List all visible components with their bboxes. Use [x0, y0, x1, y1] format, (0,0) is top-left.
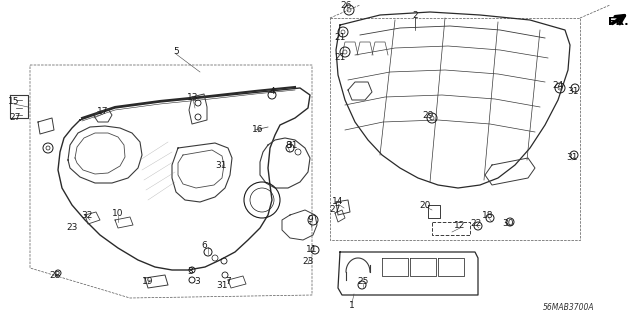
Text: 24: 24	[552, 80, 564, 90]
Text: 15: 15	[8, 98, 20, 107]
Text: 13: 13	[188, 93, 199, 101]
Text: 11: 11	[307, 246, 317, 255]
Text: 20: 20	[419, 201, 431, 210]
Text: 5: 5	[173, 48, 179, 56]
Text: 31: 31	[286, 140, 298, 150]
Text: 21: 21	[334, 33, 346, 41]
Text: 56MAB3700A: 56MAB3700A	[543, 303, 595, 313]
Text: 27: 27	[10, 114, 20, 122]
Text: 23: 23	[67, 222, 77, 232]
Text: 28: 28	[49, 271, 61, 279]
Text: 9: 9	[307, 214, 313, 224]
Text: 6: 6	[201, 241, 207, 249]
Text: 23: 23	[302, 257, 314, 266]
Text: 31: 31	[567, 87, 579, 97]
Text: 3: 3	[194, 277, 200, 286]
Text: 25: 25	[357, 278, 369, 286]
Text: 12: 12	[454, 221, 466, 231]
Text: 19: 19	[142, 278, 154, 286]
Text: 7: 7	[225, 278, 231, 286]
Text: 29: 29	[422, 110, 434, 120]
Text: 31: 31	[566, 153, 578, 162]
Text: 1: 1	[349, 300, 355, 309]
Text: FR.: FR.	[608, 17, 628, 27]
Text: 17: 17	[97, 108, 109, 116]
Text: 27: 27	[330, 205, 340, 214]
Text: 14: 14	[332, 197, 344, 206]
Text: 22: 22	[470, 219, 482, 227]
Text: 32: 32	[81, 211, 93, 219]
Text: 3: 3	[187, 266, 193, 276]
Text: 18: 18	[483, 211, 493, 219]
Text: 2: 2	[412, 11, 418, 19]
Text: 16: 16	[252, 125, 264, 135]
Text: 4: 4	[269, 87, 275, 97]
Text: 26: 26	[340, 1, 352, 10]
Text: 31: 31	[216, 280, 228, 290]
Text: 8: 8	[285, 140, 291, 150]
Text: 21: 21	[334, 53, 346, 62]
Text: 10: 10	[112, 210, 124, 219]
Text: 30: 30	[502, 219, 514, 227]
Text: 31: 31	[215, 160, 227, 169]
